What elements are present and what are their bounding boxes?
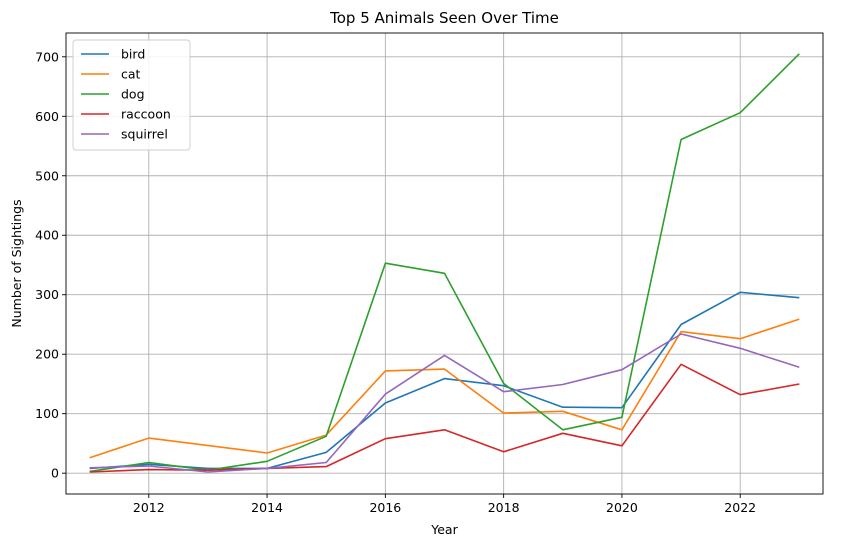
x-tick-label: 2018 xyxy=(488,500,520,515)
y-axis-ticks: 0 100 200 300 400 500 600 700 xyxy=(35,49,66,481)
y-tick-label: 500 xyxy=(35,168,59,183)
y-tick-label: 0 xyxy=(51,466,59,481)
legend-box xyxy=(72,39,191,151)
legend-label-bird: bird xyxy=(121,47,145,62)
x-tick-label: 2014 xyxy=(251,500,283,515)
y-tick-label: 300 xyxy=(35,287,59,302)
x-tick-label: 2020 xyxy=(606,500,638,515)
series-lines xyxy=(89,53,800,473)
legend-label-raccoon: raccoon xyxy=(121,107,171,122)
y-tick-label: 100 xyxy=(35,406,59,421)
series-line-cat xyxy=(89,318,800,459)
legend-label-squirrel: squirrel xyxy=(121,127,168,142)
grid xyxy=(66,33,823,494)
x-axis-ticks: 2012 2014 2016 2018 2020 2022 xyxy=(133,494,756,515)
legend: bird cat dog raccoon squirrel xyxy=(72,39,191,151)
series-line-bird xyxy=(89,291,800,470)
y-tick-label: 700 xyxy=(35,49,59,64)
x-tick-label: 2016 xyxy=(369,500,401,515)
series-line-raccoon xyxy=(89,363,800,473)
y-tick-label: 600 xyxy=(35,109,59,124)
y-tick-label: 200 xyxy=(35,347,59,362)
x-axis-label: Year xyxy=(430,522,458,537)
x-tick-label: 2022 xyxy=(724,500,756,515)
x-tick-label: 2012 xyxy=(133,500,165,515)
plot-frame xyxy=(65,32,824,495)
y-axis-label: Number of Sightings xyxy=(9,199,24,327)
legend-label-cat: cat xyxy=(121,67,141,82)
y-tick-label: 400 xyxy=(35,228,59,243)
chart-title: Top 5 Animals Seen Over Time xyxy=(329,9,559,27)
series-line-squirrel xyxy=(89,333,800,473)
legend-label-dog: dog xyxy=(121,87,145,102)
